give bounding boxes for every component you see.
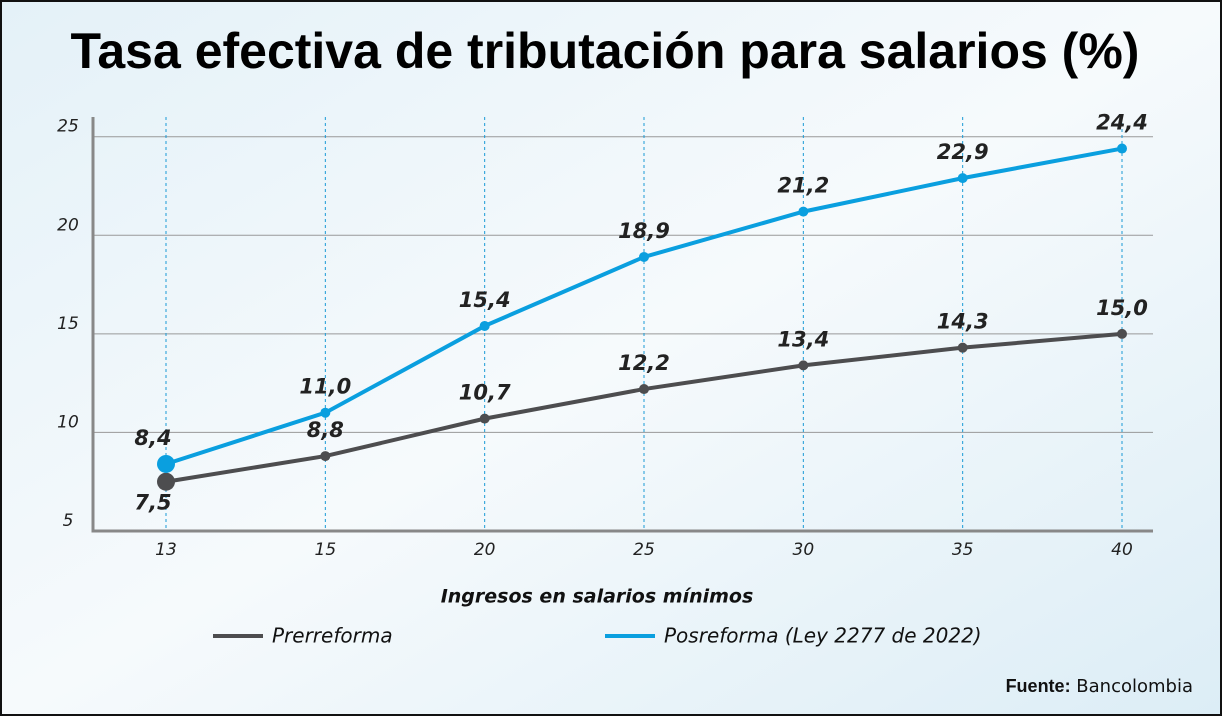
point xyxy=(798,360,809,371)
point xyxy=(639,251,649,262)
x-tick-label: 13 xyxy=(155,540,177,560)
value-label: 15,4 xyxy=(459,288,511,312)
value-label: 18,9 xyxy=(618,219,670,243)
point xyxy=(157,472,175,491)
value-label: 13,4 xyxy=(777,327,829,351)
x-tick-label: 25 xyxy=(633,540,655,560)
y-tick-label: 20 xyxy=(57,215,79,235)
point xyxy=(957,173,968,184)
point xyxy=(798,206,809,217)
point xyxy=(479,320,490,331)
y-tick-label: 25 xyxy=(57,117,79,137)
value-label: 15,0 xyxy=(1096,296,1148,320)
x-tick-label: 20 xyxy=(474,540,496,560)
value-label: 11,0 xyxy=(299,375,351,399)
point xyxy=(1117,328,1127,339)
x-tick-label: 40 xyxy=(1111,540,1133,560)
y-tick-label: 15 xyxy=(57,314,79,334)
x-tick-label: 35 xyxy=(952,540,974,560)
point xyxy=(320,451,331,462)
point xyxy=(957,342,968,353)
value-label: 10,7 xyxy=(459,381,511,405)
source: Fuente: Bancolombia xyxy=(1006,676,1193,697)
y-tick-label: 10 xyxy=(57,412,79,432)
source-label: Fuente: xyxy=(1006,676,1071,696)
point xyxy=(479,413,490,424)
value-label: 24,4 xyxy=(1096,111,1148,135)
value-label: 14,3 xyxy=(937,310,989,334)
y-tick-label: 5 xyxy=(63,511,74,531)
value-label: 8,8 xyxy=(307,418,344,442)
value-label: 8,4 xyxy=(134,426,171,450)
value-label: 21,2 xyxy=(777,174,829,198)
point xyxy=(320,407,331,418)
x-tick-label: 30 xyxy=(793,540,815,560)
point xyxy=(639,384,649,395)
axes xyxy=(91,117,1153,533)
chart-title: Tasa efectiva de tributación para salari… xyxy=(71,23,1140,79)
value-label: 12,2 xyxy=(618,351,670,375)
value-label: 22,9 xyxy=(937,140,989,164)
legend-label: Posreforma (Ley 2277 de 2022) xyxy=(664,624,982,648)
source-text: Bancolombia xyxy=(1076,676,1193,697)
legend-label: Prerreforma xyxy=(272,624,393,648)
point xyxy=(1117,143,1127,154)
value-label: 7,5 xyxy=(134,491,171,515)
x-tick-label: 15 xyxy=(315,540,337,560)
point xyxy=(157,454,175,473)
x-axis-label: Ingresos en salarios mínimos xyxy=(441,586,754,608)
